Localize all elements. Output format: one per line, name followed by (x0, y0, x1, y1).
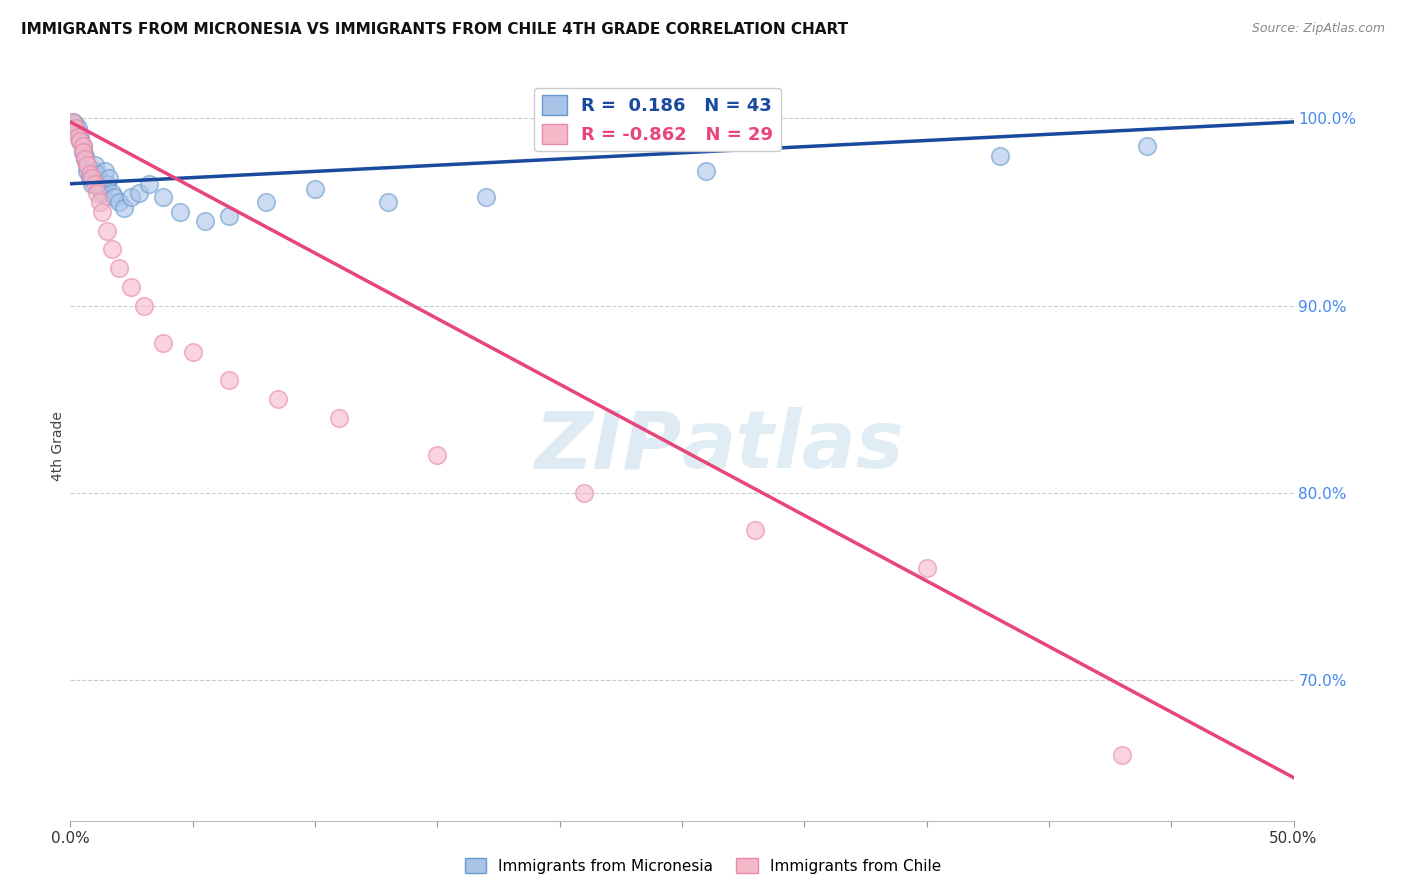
Point (63, 120, 86, 135)
Point (83, 163, 105, 178)
Point (62, 115, 84, 129)
Point (328, 410, 350, 425)
Point (194, 214, 217, 228)
Point (66, 120, 89, 135)
Point (572, 485, 595, 500)
Point (101, 243, 124, 257)
Point (108, 195, 131, 210)
Point (152, 190, 174, 204)
Point (475, 190, 498, 204)
Text: IMMIGRANTS FROM MICRONESIA VS IMMIGRANTS FROM CHILE 4TH GRADE CORRELATION CHART: IMMIGRANTS FROM MICRONESIA VS IMMIGRANTS… (21, 22, 848, 37)
Legend: Immigrants from Micronesia, Immigrants from Chile: Immigrants from Micronesia, Immigrants f… (458, 852, 948, 880)
Point (91, 205, 114, 219)
Point (96, 177, 118, 191)
Y-axis label: 4th Grade: 4th Grade (51, 411, 65, 481)
Point (72, 139, 94, 153)
Point (103, 190, 125, 204)
Point (73, 153, 96, 167)
Point (66, 126, 89, 140)
Point (426, 449, 449, 463)
Point (169, 205, 191, 219)
Point (69, 134, 91, 148)
Point (72, 145, 94, 159)
Point (82, 171, 104, 186)
Point (86, 168, 108, 182)
Point (79, 168, 101, 182)
Text: Source: ZipAtlas.com: Source: ZipAtlas.com (1251, 22, 1385, 36)
Point (82, 171, 104, 186)
Point (76, 163, 98, 178)
Point (79, 171, 101, 186)
Point (377, 195, 399, 210)
Text: atlas: atlas (682, 407, 904, 485)
Point (152, 336, 174, 351)
Point (62, 115, 84, 129)
Point (108, 261, 131, 276)
Point (96, 224, 118, 238)
Point (73, 153, 96, 167)
Text: ZIP: ZIP (534, 407, 682, 485)
Point (988, 148, 1011, 162)
Point (181, 345, 204, 359)
Point (72, 139, 94, 153)
Point (76, 158, 98, 172)
Point (138, 177, 160, 191)
Point (254, 195, 277, 210)
Point (218, 209, 240, 223)
Point (128, 186, 150, 201)
Point (76, 158, 98, 172)
Point (121, 280, 143, 294)
Point (915, 561, 938, 575)
Point (69, 130, 91, 145)
Point (69, 134, 91, 148)
Point (82, 177, 104, 191)
Point (83, 177, 105, 191)
Point (112, 201, 135, 215)
Point (72, 145, 94, 159)
Point (63, 117, 86, 131)
Point (1111, 748, 1133, 763)
Point (101, 186, 124, 201)
Point (267, 392, 290, 407)
Point (89, 182, 111, 196)
Point (218, 374, 240, 388)
Point (98, 171, 121, 186)
Point (744, 524, 766, 538)
Legend: R =  0.186   N = 43, R = -0.862   N = 29: R = 0.186 N = 43, R = -0.862 N = 29 (534, 88, 780, 151)
Point (1136, 139, 1159, 153)
Point (132, 298, 155, 313)
Point (86, 177, 108, 191)
Point (121, 190, 143, 204)
Point (79, 168, 101, 182)
Point (91, 186, 114, 201)
Point (73, 148, 96, 162)
Point (66, 130, 89, 145)
Point (304, 182, 326, 196)
Point (86, 186, 108, 201)
Point (695, 163, 717, 178)
Point (83, 158, 105, 172)
Point (93, 163, 115, 178)
Point (89, 195, 111, 210)
